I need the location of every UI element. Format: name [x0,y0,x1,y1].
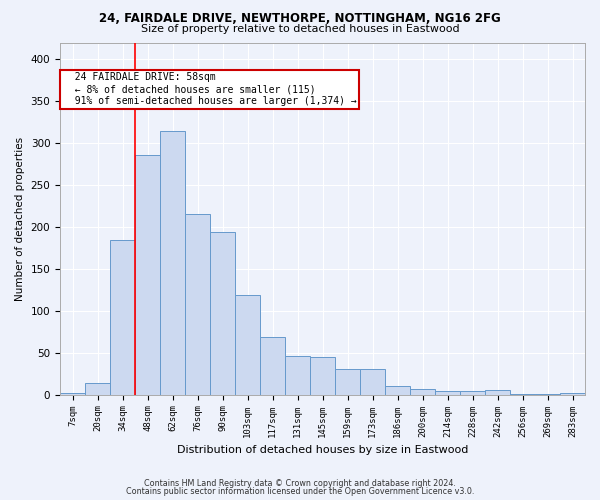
Bar [360,368,385,394]
Bar [260,337,285,394]
Bar [435,392,460,394]
Text: 24 FAIRDALE DRIVE: 58sqm
  ← 8% of detached houses are smaller (115)
  91% of se: 24 FAIRDALE DRIVE: 58sqm ← 8% of detache… [62,72,356,106]
Text: Contains HM Land Registry data © Crown copyright and database right 2024.: Contains HM Land Registry data © Crown c… [144,478,456,488]
Bar [60,393,85,394]
Text: Contains public sector information licensed under the Open Government Licence v3: Contains public sector information licen… [126,487,474,496]
Bar [185,214,210,394]
Y-axis label: Number of detached properties: Number of detached properties [15,136,25,300]
Bar [460,392,485,394]
Bar [560,393,585,394]
Bar [410,389,435,394]
Bar [110,240,135,394]
Bar [210,232,235,394]
Bar [160,132,185,394]
Bar [85,383,110,394]
Bar [310,357,335,395]
Text: 24, FAIRDALE DRIVE, NEWTHORPE, NOTTINGHAM, NG16 2FG: 24, FAIRDALE DRIVE, NEWTHORPE, NOTTINGHA… [99,12,501,26]
Bar [135,155,160,394]
Bar [235,295,260,394]
X-axis label: Distribution of detached houses by size in Eastwood: Distribution of detached houses by size … [177,445,468,455]
Bar [335,368,360,394]
Bar [385,386,410,394]
Bar [285,356,310,395]
Text: Size of property relative to detached houses in Eastwood: Size of property relative to detached ho… [140,24,460,34]
Bar [485,390,510,394]
